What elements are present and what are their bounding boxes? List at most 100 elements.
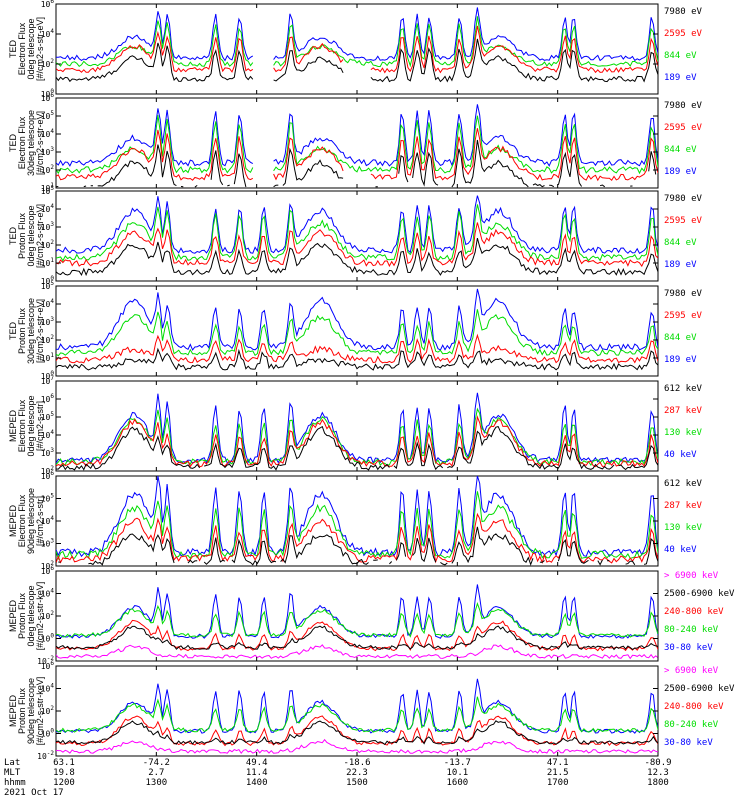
y-axis-label-line: MEPED <box>8 410 18 443</box>
y-axis-label-line: [#/cm2-s-str-keV] <box>35 677 45 746</box>
y-tick-label: 102 <box>41 705 55 716</box>
y-axis-label-line: 90deg telescope <box>26 678 36 744</box>
y-tick-label: 100 <box>41 728 55 739</box>
panel-7: 106 104 102 100 10-2 MEPED Proton Flux 0deg tel… <box>8 565 735 666</box>
series-line-844-ev <box>56 115 658 175</box>
y-tick-label: 104 <box>41 28 55 39</box>
y-axis-label: TED Electron Flux 30deg telescope [#/cm2-s-… <box>8 110 45 176</box>
y-tick-label: 103 <box>41 538 55 549</box>
y-axis-label-line: Proton Flux <box>17 307 27 354</box>
y-tick-label: 100 <box>41 370 55 381</box>
legend-entry: 130 keV <box>664 428 703 438</box>
x-axis-mlt: 12.3 <box>647 768 669 778</box>
legend-entry: 7980 eV <box>664 7 703 17</box>
y-axis-label-line: [#/cm2-s-str] <box>35 496 45 546</box>
legend-entry: 612 keV <box>664 384 703 394</box>
y-axis-label-line: MEPED <box>8 505 18 538</box>
legend-entry: 40 keV <box>664 450 697 460</box>
y-axis-label-line: TED <box>8 39 18 58</box>
series-line-30-80-kev <box>56 584 658 639</box>
series-line--6900-kev <box>56 738 658 755</box>
legend-entry: 30-80 keV <box>664 643 713 653</box>
legend-entry: 844 eV <box>664 51 697 61</box>
x-axis-mlt: 21.5 <box>547 768 569 778</box>
x-axis-hhmm: 1500 <box>346 778 368 788</box>
y-axis-label-line: [#/cm2-s-str-eV] <box>35 299 45 363</box>
series-line-844-ev <box>56 16 658 68</box>
legend-entry: 189 eV <box>664 167 697 177</box>
legend-entry: 2595 eV <box>664 216 703 226</box>
y-tick-label: 104 <box>41 298 55 309</box>
y-tick-label: 103 <box>41 316 55 327</box>
y-axis-label-line: [#/cm2-s-str-eV] <box>35 111 45 175</box>
series-line-30-80-kev <box>56 678 658 734</box>
series-line-287-kev <box>56 512 658 565</box>
x-axis-hhmm: 1800 <box>647 778 669 788</box>
legend-entry: 80-240 keV <box>664 720 719 730</box>
y-tick-label: 104 <box>41 203 55 214</box>
y-tick-label: 105 <box>41 411 55 422</box>
y-tick-label: 105 <box>41 110 55 121</box>
x-axis-mlt: 19.8 <box>53 768 75 778</box>
y-tick-label: 102 <box>41 58 55 69</box>
y-tick-label: 103 <box>41 221 55 232</box>
y-tick-label: 106 <box>41 470 55 481</box>
x-axis-hhmm: 1300 <box>145 778 167 788</box>
series-line-2500-6900-kev <box>56 625 658 651</box>
legend-entry: 2595 eV <box>664 29 703 39</box>
series-line-7980-ev <box>56 347 658 371</box>
legend-entry: 612 keV <box>664 479 703 489</box>
y-axis-label-line: [#/cm2-s-str-eV] <box>35 17 45 81</box>
x-axis-mlt: 11.4 <box>246 768 268 778</box>
y-tick-label: 106 <box>41 660 55 671</box>
y-tick-label: 106 <box>41 92 55 103</box>
x-axis-lat: -13.7 <box>444 758 471 768</box>
y-axis-label-line: 30deg telescope <box>26 110 36 176</box>
series-line-189-ev <box>56 7 658 62</box>
y-tick-label: 102 <box>41 560 55 571</box>
y-axis-label-line: [#/cm2-s-str-eV] <box>35 204 45 268</box>
y-axis-label: MEPED Electron Flux 0deg telescope [#/cm2-s… <box>8 395 45 456</box>
y-tick-label: 101 <box>41 352 55 363</box>
y-axis-label-line: MEPED <box>8 600 18 633</box>
panel-frame <box>55 3 659 95</box>
x-axis-row-label: hhmm <box>4 778 26 788</box>
y-tick-label: 100 <box>41 275 55 286</box>
series-line-844-ev <box>56 309 658 357</box>
y-axis-label-line: [#/cm2-s-str] <box>35 401 45 451</box>
y-axis-label-line: Proton Flux <box>17 687 27 734</box>
series-line-189-ev <box>56 288 658 352</box>
legend-entry: 7980 eV <box>664 194 703 204</box>
panel-1: 106 104 102 100 TED Electron Flux 0deg telesco… <box>8 0 703 99</box>
y-axis-label-line: Electron Flux <box>17 399 27 452</box>
y-axis-label-line: Electron Flux <box>17 116 27 169</box>
legend-entry: > 6900 keV <box>664 666 719 676</box>
legend-entry: 2500-6900 keV <box>664 589 735 599</box>
x-axis-row-label: 2021 Oct 17 <box>4 788 64 798</box>
y-tick-label: 101 <box>41 257 55 268</box>
x-axis-lat: -18.6 <box>343 758 370 768</box>
legend-entry: > 6900 keV <box>664 571 719 581</box>
legend-entry: 189 eV <box>664 260 697 270</box>
series-line-612-kev <box>58 526 658 566</box>
x-axis-lat: -74.2 <box>143 758 170 768</box>
legend-entry: 2500-6900 keV <box>664 684 735 694</box>
y-axis-label: MEPED Electron Flux 90deg telescope [#/cm2-… <box>8 488 45 554</box>
y-tick-label: 104 <box>41 588 55 599</box>
legend-entry: 844 eV <box>664 238 697 248</box>
y-tick-label: 102 <box>41 164 55 175</box>
y-tick-label: 102 <box>41 334 55 345</box>
y-tick-label: 106 <box>41 565 55 576</box>
series-line--6900-kev <box>56 644 658 660</box>
y-tick-label: 105 <box>41 493 55 504</box>
series-line-130-kev <box>56 491 658 561</box>
x-axis-mlt: 2.7 <box>148 768 164 778</box>
y-axis-label: MEPED Proton Flux 90deg telescope [#/cm2-s-… <box>8 677 45 746</box>
x-axis-lat: 47.1 <box>547 758 569 768</box>
legend-entry: 7980 eV <box>664 101 703 111</box>
y-tick-label: 10-2 <box>37 655 54 666</box>
y-tick-label: 103 <box>41 447 55 458</box>
x-axis-mlt: 22.3 <box>346 768 368 778</box>
y-tick-label: 105 <box>41 280 55 291</box>
y-axis-label-line: 0deg telescope <box>26 585 36 646</box>
